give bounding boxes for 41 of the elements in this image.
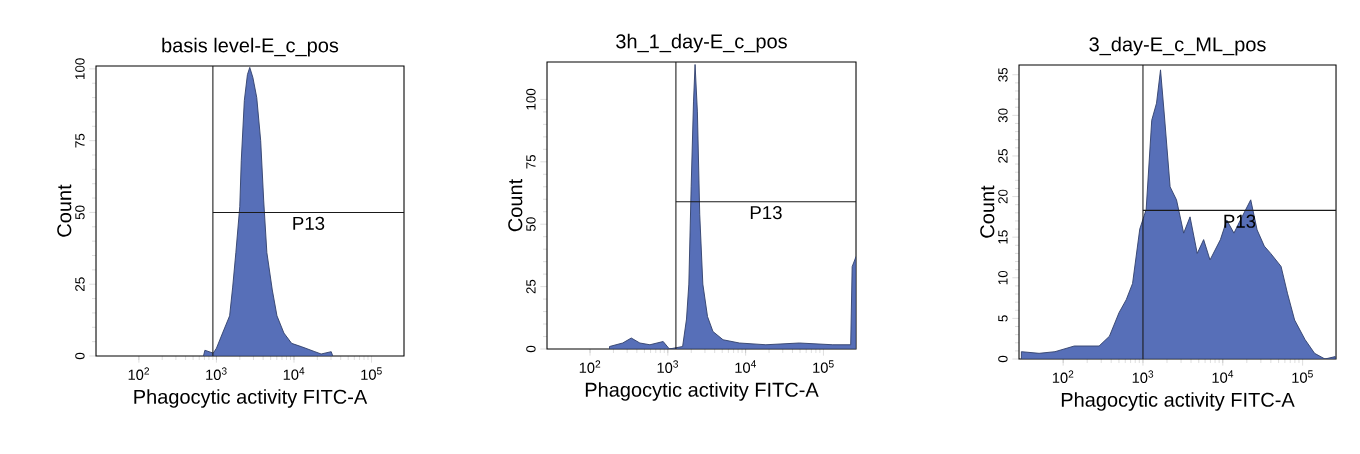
y-tick-label: 0 (75, 352, 85, 360)
annotation: P13 (293, 216, 325, 230)
x-tick-label: 10$^{2}$ (579, 360, 601, 373)
y-axis-title: Count (508, 178, 523, 232)
y-tick-label: 75 (526, 154, 536, 169)
x-axis-title: Phagocytic activity FITC-A (585, 382, 819, 401)
annotation: P13 (750, 206, 782, 220)
x-axis-title: Phagocytic activity FITC-A (1061, 392, 1295, 411)
x-tick-label: 10$^{4}$ (283, 367, 305, 380)
x-tick-label: 10$^{3}$ (657, 360, 679, 373)
chart-title: 3h_1_day-E_c_pos (616, 33, 787, 53)
x-tick-label: 10$^{4}$ (735, 360, 757, 373)
y-tick-label: 15 (998, 230, 1008, 244)
y-tick-label: 10 (998, 270, 1008, 285)
y-tick-label: 20 (998, 189, 1008, 204)
y-tick-label: 25 (75, 277, 85, 291)
y-tick-label: 30 (998, 108, 1008, 123)
x-tick-label: 10$^{2}$ (1052, 370, 1074, 383)
y-tick-label: 35 (998, 67, 1008, 82)
y-tick-label: 25 (998, 149, 1008, 163)
y-axis-title: Count (980, 185, 995, 238)
y-tick-label: 50 (526, 217, 536, 232)
y-tick-label: 100 (75, 58, 85, 79)
y-tick-label: 75 (75, 133, 85, 148)
y-tick-label: 100 (526, 88, 536, 110)
x-tick-label: 10$^{4}$ (1212, 370, 1234, 383)
x-tick-label: 10$^{5}$ (1292, 370, 1313, 383)
chart-title: 3_day-E_c_ML_pos (1089, 36, 1266, 56)
x-tick-label: 10$^{5}$ (361, 367, 382, 380)
y-tick-label: 0 (526, 345, 536, 353)
y-axis-title: Count (57, 184, 72, 237)
chart-title: basis level-E_c_pos (162, 37, 339, 57)
y-tick-label: 25 (526, 279, 536, 294)
y-tick-label: 0 (998, 355, 1008, 363)
y-tick-label: 5 (998, 315, 1008, 322)
x-tick-label: 10$^{3}$ (1132, 370, 1154, 383)
x-axis-title: Phagocytic activity FITC-A (134, 389, 368, 408)
y-tick-label: 50 (75, 205, 85, 220)
x-tick-label: 10$^{3}$ (206, 367, 227, 380)
x-tick-label: 10$^{2}$ (128, 367, 150, 380)
x-tick-label: 10$^{5}$ (813, 360, 834, 373)
